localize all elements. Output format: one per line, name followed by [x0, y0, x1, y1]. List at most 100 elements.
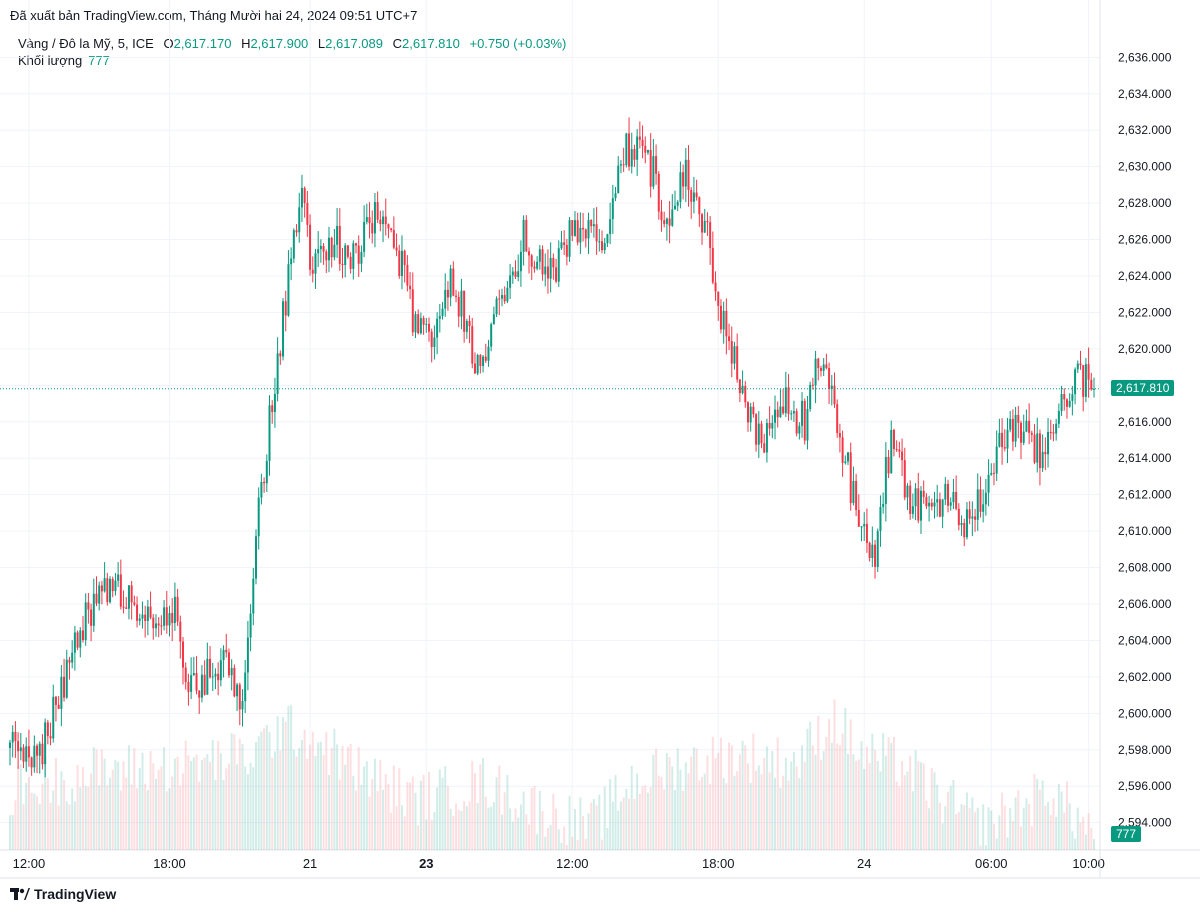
volume-bar [284, 721, 287, 850]
candle-body [65, 659, 68, 698]
candle-body [19, 747, 22, 752]
volume-bar [792, 751, 795, 850]
volume-bar [682, 790, 685, 850]
volume-bar [500, 814, 503, 850]
candle-body [530, 255, 533, 267]
volume-bar [628, 798, 631, 850]
candle-body [236, 684, 239, 697]
volume-bar [257, 736, 260, 850]
volume-bar [25, 782, 28, 850]
volume-bar [295, 756, 298, 850]
candle-body [538, 249, 541, 262]
candle-body [192, 672, 195, 676]
volume-bar [774, 777, 777, 850]
candle-body [660, 211, 663, 221]
candle-body [798, 425, 801, 434]
candle-body [638, 136, 641, 140]
candle-body [1028, 420, 1031, 433]
volume-bar [417, 825, 420, 850]
volume-bar [644, 785, 647, 850]
candle-body [717, 291, 720, 306]
volume-bar [825, 736, 828, 850]
candle-body [936, 499, 939, 503]
volume-bar [338, 779, 341, 850]
volume-bar [844, 707, 847, 850]
volume-bar [1090, 827, 1093, 850]
volume-bar [749, 782, 752, 850]
candle-body [100, 585, 103, 592]
volume-bar [122, 761, 125, 850]
candle-body [382, 216, 385, 225]
volume-bar [798, 778, 801, 850]
volume-bar [190, 761, 193, 850]
candle-body [463, 290, 466, 332]
volume-bar [341, 745, 344, 850]
high-value: 2,617.900 [250, 36, 309, 51]
candle-body [471, 326, 474, 364]
volume-bar [1052, 798, 1055, 850]
volume-bar [133, 748, 136, 850]
volume-bar [52, 790, 55, 850]
volume-bar [187, 755, 190, 850]
candle-body [144, 614, 147, 621]
candle-body [955, 491, 958, 509]
candle-body [79, 630, 82, 648]
candle-body [122, 606, 125, 608]
candle-body [419, 318, 422, 334]
candle-body [541, 249, 544, 275]
volume-bar [373, 758, 376, 850]
y-tick-label: 2,628.000 [1118, 196, 1172, 210]
volume-bar [509, 808, 512, 850]
volume-bar [476, 803, 479, 850]
volume-bar [1014, 797, 1017, 850]
volume-bar [184, 740, 187, 850]
volume-bar [1036, 779, 1039, 850]
candle-body [533, 266, 536, 269]
x-tick-label: 18:00 [702, 856, 735, 871]
candle-body [117, 574, 120, 581]
low-label: L [317, 36, 326, 51]
volume-bar [565, 845, 568, 850]
volume-bar [100, 749, 103, 850]
volume-label[interactable]: Khối lượng [18, 53, 83, 68]
symbol-name[interactable]: Vàng / Đô la Mỹ, 5, ICE [18, 36, 154, 51]
volume-bar [79, 787, 82, 850]
y-tick-label: 2,622.000 [1118, 305, 1172, 319]
volume-bar [555, 808, 558, 850]
volume-bar [111, 769, 114, 850]
volume-bar [1071, 831, 1074, 850]
candle-body [519, 251, 522, 272]
candle-body [1017, 414, 1020, 423]
volume-bar [203, 757, 206, 850]
tradingview-brand[interactable]: TradingView [10, 886, 116, 902]
volume-bar [573, 808, 576, 850]
candle-body [206, 658, 209, 695]
candle-body [433, 337, 436, 348]
volume-bar [441, 777, 444, 850]
candle-body [725, 310, 728, 337]
volume-bar [238, 738, 241, 850]
candle-body [273, 394, 276, 413]
candle-body [165, 607, 168, 626]
change-value: +0.750 (+0.03%) [469, 36, 567, 51]
volume-bar [668, 757, 671, 850]
volume-bar [230, 733, 233, 850]
candle-body [495, 298, 498, 315]
x-tick-label: 21 [303, 856, 317, 871]
candle-body [298, 207, 301, 233]
candle-body [673, 205, 676, 210]
candle-body [803, 400, 806, 441]
volume-bar [549, 824, 552, 850]
volume-bar [928, 808, 931, 850]
candle-body [173, 596, 176, 624]
candle-body [11, 731, 14, 743]
volume-bar [909, 755, 912, 850]
candle-body [819, 368, 822, 371]
volume-bar [471, 760, 474, 850]
volume-bar [346, 746, 349, 850]
volume-bar [925, 800, 928, 850]
volume-bar [144, 783, 147, 850]
volume-bar [1049, 815, 1052, 850]
candle-body [525, 219, 528, 252]
